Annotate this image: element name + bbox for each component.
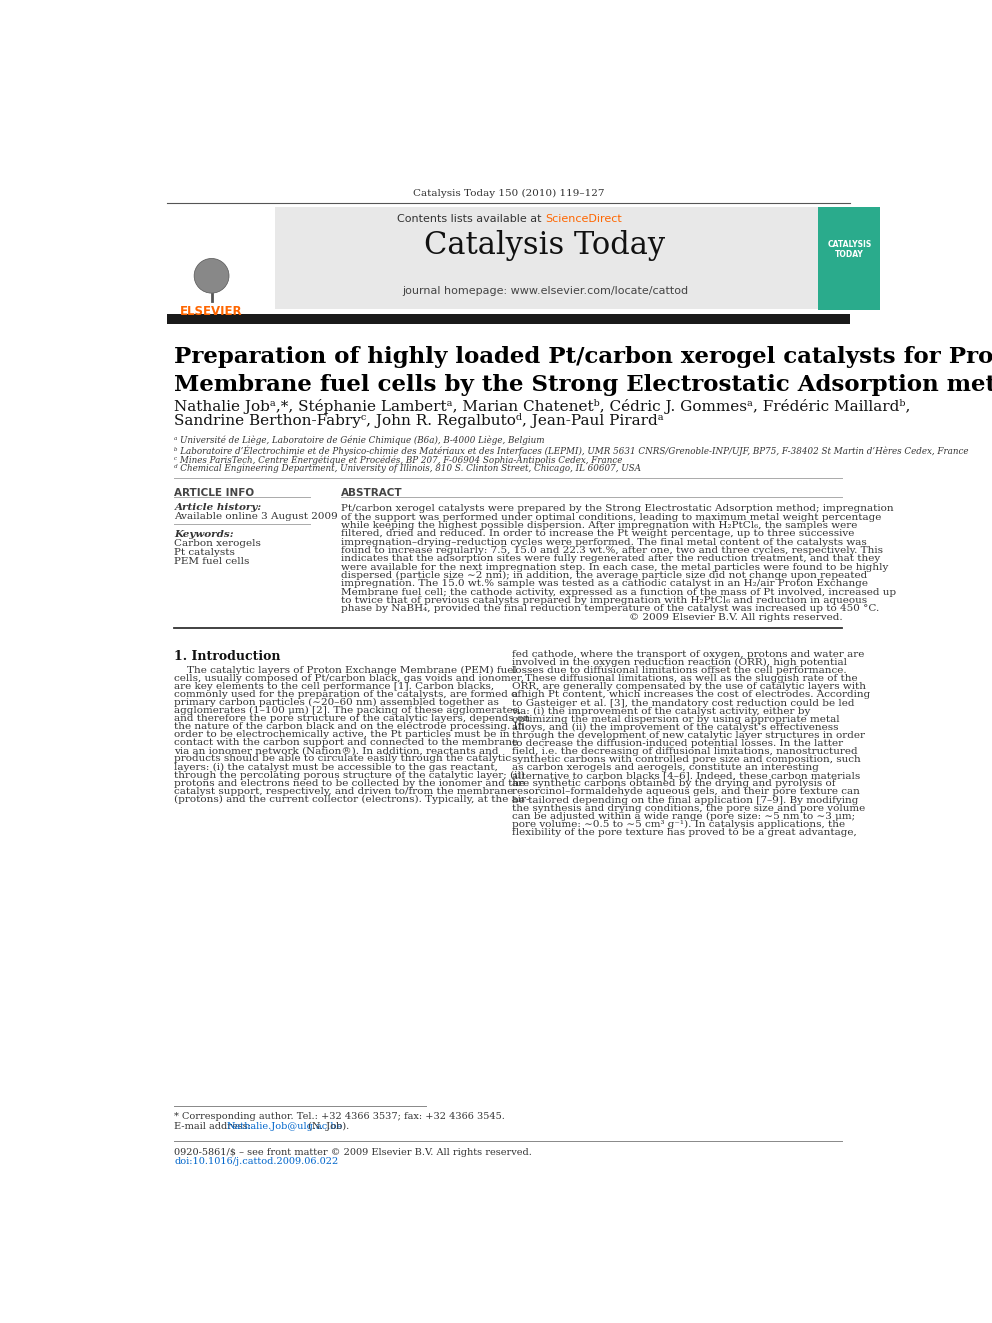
Text: resorcinol–formaldehyde aqueous gels, and their pore texture can: resorcinol–formaldehyde aqueous gels, an…	[512, 787, 859, 796]
Text: can be adjusted within a wide range (pore size: ∼5 nm to ∼3 μm;: can be adjusted within a wide range (por…	[512, 812, 855, 820]
Text: a high Pt content, which increases the cost of electrodes. According: a high Pt content, which increases the c…	[512, 691, 870, 700]
Text: optimizing the metal dispersion or by using appropriate metal: optimizing the metal dispersion or by us…	[512, 714, 839, 724]
Text: contact with the carbon support and connected to the membrane: contact with the carbon support and conn…	[175, 738, 519, 747]
Text: ᵈ Chemical Engineering Department, University of Illinois, 810 S. Clinton Street: ᵈ Chemical Engineering Department, Unive…	[175, 463, 642, 472]
Text: Catalysis Today: Catalysis Today	[425, 230, 666, 261]
Text: Nathalie Jobᵃ,*, Stéphanie Lambertᵃ, Marian Chatenetᵇ, Cédric J. Gommesᵃ, Frédér: Nathalie Jobᵃ,*, Stéphanie Lambertᵃ, Mar…	[175, 400, 911, 414]
Text: and therefore the pore structure of the catalytic layers, depends on: and therefore the pore structure of the …	[175, 714, 531, 722]
Text: flexibility of the pore texture has proved to be a great advantage,: flexibility of the pore texture has prov…	[512, 828, 856, 837]
Text: Article history:: Article history:	[175, 503, 262, 512]
Text: ᶜ Mines ParisTech, Centre Énergétique et Procédés, BP 207, F-06904 Sophia-Antipo: ᶜ Mines ParisTech, Centre Énergétique et…	[175, 454, 623, 464]
Text: to twice that of previous catalysts prepared by impregnation with H₂PtCl₆ and re: to twice that of previous catalysts prep…	[341, 595, 867, 605]
Text: (N. Job).: (N. Job).	[305, 1122, 349, 1131]
Text: * Corresponding author. Tel.: +32 4366 3537; fax: +32 4366 3545.: * Corresponding author. Tel.: +32 4366 3…	[175, 1113, 505, 1121]
Text: 1. Introduction: 1. Introduction	[175, 650, 281, 663]
Text: are synthetic carbons obtained by the drying and pyrolysis of: are synthetic carbons obtained by the dr…	[512, 779, 835, 789]
Text: The catalytic layers of Proton Exchange Membrane (PEM) fuel: The catalytic layers of Proton Exchange …	[175, 665, 517, 675]
Text: Pt catalysts: Pt catalysts	[175, 548, 235, 557]
Text: through the percolating porous structure of the catalytic layer; (ii): through the percolating porous structure…	[175, 770, 525, 779]
Text: synthetic carbons with controlled pore size and composition, such: synthetic carbons with controlled pore s…	[512, 755, 860, 765]
Text: CATALYSIS: CATALYSIS	[827, 241, 872, 249]
Text: found to increase regularly: 7.5, 15.0 and 22.3 wt.%, after one, two and three c: found to increase regularly: 7.5, 15.0 a…	[341, 546, 883, 556]
Text: Contents lists available at: Contents lists available at	[397, 214, 545, 224]
Text: pore volume: ∼0.5 to ∼5 cm³ g⁻¹). In catalysis applications, the: pore volume: ∼0.5 to ∼5 cm³ g⁻¹). In cat…	[512, 820, 844, 830]
Text: Preparation of highly loaded Pt/carbon xerogel catalysts for Proton Exchange
Mem: Preparation of highly loaded Pt/carbon x…	[175, 345, 992, 396]
Text: to Gasteiger et al. [3], the mandatory cost reduction could be led: to Gasteiger et al. [3], the mandatory c…	[512, 699, 854, 708]
Text: the nature of the carbon black and on the electrode processing. In: the nature of the carbon black and on th…	[175, 722, 525, 732]
Text: through the development of new catalytic layer structures in order: through the development of new catalytic…	[512, 730, 864, 740]
FancyBboxPatch shape	[818, 208, 881, 310]
Text: impregnation–drying–reduction cycles were performed. The final metal content of : impregnation–drying–reduction cycles wer…	[341, 537, 867, 546]
Text: as carbon xerogels and aerogels, constitute an interesting: as carbon xerogels and aerogels, constit…	[512, 763, 818, 773]
FancyBboxPatch shape	[167, 314, 850, 324]
Text: Catalysis Today 150 (2010) 119–127: Catalysis Today 150 (2010) 119–127	[413, 189, 604, 198]
Text: These diffusional limitations, as well as the sluggish rate of the: These diffusional limitations, as well a…	[512, 675, 857, 683]
Text: layers: (i) the catalyst must be accessible to the gas reactant,: layers: (i) the catalyst must be accessi…	[175, 762, 498, 771]
Text: TODAY: TODAY	[835, 250, 864, 258]
Text: protons and electrons need to be collected by the ionomer and the: protons and electrons need to be collect…	[175, 779, 526, 787]
Text: E-mail address:: E-mail address:	[175, 1122, 255, 1131]
Text: losses due to diffusional limitations offset the cell performance.: losses due to diffusional limitations of…	[512, 667, 846, 675]
Text: cells, usually composed of Pt/carbon black, gas voids and ionomer,: cells, usually composed of Pt/carbon bla…	[175, 673, 525, 683]
Text: 0920-5861/$ – see front matter © 2009 Elsevier B.V. All rights reserved.: 0920-5861/$ – see front matter © 2009 El…	[175, 1148, 533, 1158]
Text: filtered, dried and reduced. In order to increase the Pt weight percentage, up t: filtered, dried and reduced. In order to…	[341, 529, 854, 538]
Text: be tailored depending on the final application [7–9]. By modifying: be tailored depending on the final appli…	[512, 795, 858, 804]
Text: ARTICLE INFO: ARTICLE INFO	[175, 488, 255, 499]
FancyBboxPatch shape	[275, 206, 817, 308]
Text: doi:10.1016/j.cattod.2009.06.022: doi:10.1016/j.cattod.2009.06.022	[175, 1158, 338, 1167]
Text: order to be electrochemically active, the Pt particles must be in: order to be electrochemically active, th…	[175, 730, 510, 740]
Text: primary carbon particles (∼20–60 nm) assembled together as: primary carbon particles (∼20–60 nm) ass…	[175, 697, 499, 706]
Text: Nathalie.Job@ulg.ac.be: Nathalie.Job@ulg.ac.be	[227, 1122, 343, 1131]
Text: while keeping the highest possible dispersion. After impregnation with H₂PtCl₆, : while keeping the highest possible dispe…	[341, 521, 857, 531]
Text: products should be able to circulate easily through the catalytic: products should be able to circulate eas…	[175, 754, 512, 763]
Text: Available online 3 August 2009: Available online 3 August 2009	[175, 512, 338, 521]
Text: © 2009 Elsevier B.V. All rights reserved.: © 2009 Elsevier B.V. All rights reserved…	[629, 613, 842, 622]
Text: agglomerates (1–100 μm) [2]. The packing of these agglomerates,: agglomerates (1–100 μm) [2]. The packing…	[175, 706, 522, 714]
Text: ᵇ Laboratoire d’Électrochimie et de Physico-chimie des Matériaux et des Interfac: ᵇ Laboratoire d’Électrochimie et de Phys…	[175, 446, 969, 455]
Text: indicates that the adsorption sites were fully regenerated after the reduction t: indicates that the adsorption sites were…	[341, 554, 880, 564]
Text: ABSTRACT: ABSTRACT	[341, 488, 403, 499]
Text: involved in the oxygen reduction reaction (ORR), high potential: involved in the oxygen reduction reactio…	[512, 658, 846, 667]
Text: alternative to carbon blacks [4–6]. Indeed, these carbon materials: alternative to carbon blacks [4–6]. Inde…	[512, 771, 860, 781]
Text: via an ionomer network (Nafion®). In addition, reactants and: via an ionomer network (Nafion®). In add…	[175, 746, 499, 755]
Text: Sandrine Berthon-Fabryᶜ, John R. Regalbutoᵈ, Jean-Paul Pirardᵃ: Sandrine Berthon-Fabryᶜ, John R. Regalbu…	[175, 413, 664, 427]
Text: commonly used for the preparation of the catalysts, are formed of: commonly used for the preparation of the…	[175, 689, 522, 699]
Text: catalyst support, respectively, and driven to/from the membrane: catalyst support, respectively, and driv…	[175, 787, 514, 795]
Text: Membrane fuel cell; the cathode activity, expressed as a function of the mass of: Membrane fuel cell; the cathode activity…	[341, 587, 896, 597]
Text: PEM fuel cells: PEM fuel cells	[175, 557, 250, 566]
Text: ScienceDirect: ScienceDirect	[545, 214, 622, 224]
Text: field, i.e. the decreasing of diffusional limitations, nanostructured: field, i.e. the decreasing of diffusiona…	[512, 747, 857, 755]
Text: Carbon xerogels: Carbon xerogels	[175, 540, 261, 548]
Text: the synthesis and drying conditions, the pore size and pore volume: the synthesis and drying conditions, the…	[512, 803, 865, 812]
Text: are key elements to the cell performance [1]. Carbon blacks,: are key elements to the cell performance…	[175, 681, 494, 691]
Text: ᵃ Université de Liège, Laboratoire de Génie Chimique (B6a), B-4000 Liège, Belgiu: ᵃ Université de Liège, Laboratoire de Gé…	[175, 437, 545, 446]
Text: ELSEVIER: ELSEVIER	[181, 306, 243, 318]
Text: were available for the next impregnation step. In each case, the metal particles: were available for the next impregnation…	[341, 562, 889, 572]
Text: ORR, are generally compensated by the use of catalytic layers with: ORR, are generally compensated by the us…	[512, 683, 865, 692]
Ellipse shape	[194, 258, 229, 294]
Text: via: (i) the improvement of the catalyst activity, either by: via: (i) the improvement of the catalyst…	[512, 706, 810, 716]
FancyBboxPatch shape	[167, 206, 275, 308]
Text: fed cathode, where the transport of oxygen, protons and water are: fed cathode, where the transport of oxyg…	[512, 650, 864, 659]
Text: dispersed (particle size ∼2 nm); in addition, the average particle size did not : dispersed (particle size ∼2 nm); in addi…	[341, 572, 867, 581]
Text: phase by NaBH₄, provided the final reduction temperature of the catalyst was inc: phase by NaBH₄, provided the final reduc…	[341, 605, 879, 614]
Text: Keywords:: Keywords:	[175, 531, 234, 538]
Text: impregnation. The 15.0 wt.% sample was tested as a cathodic catalyst in an H₂/ai: impregnation. The 15.0 wt.% sample was t…	[341, 579, 868, 589]
Text: to decrease the diffusion-induced potential losses. In the latter: to decrease the diffusion-induced potent…	[512, 740, 842, 747]
Text: journal homepage: www.elsevier.com/locate/cattod: journal homepage: www.elsevier.com/locat…	[402, 286, 687, 296]
Text: Pt/carbon xerogel catalysts were prepared by the Strong Electrostatic Adsorption: Pt/carbon xerogel catalysts were prepare…	[341, 504, 894, 513]
Text: (protons) and the current collector (electrons). Typically, at the air-: (protons) and the current collector (ele…	[175, 795, 530, 804]
Text: alloys, and (ii) the improvement of the catalyst’s effectiveness: alloys, and (ii) the improvement of the …	[512, 722, 838, 732]
Text: of the support was performed under optimal conditions, leading to maximum metal : of the support was performed under optim…	[341, 513, 881, 521]
